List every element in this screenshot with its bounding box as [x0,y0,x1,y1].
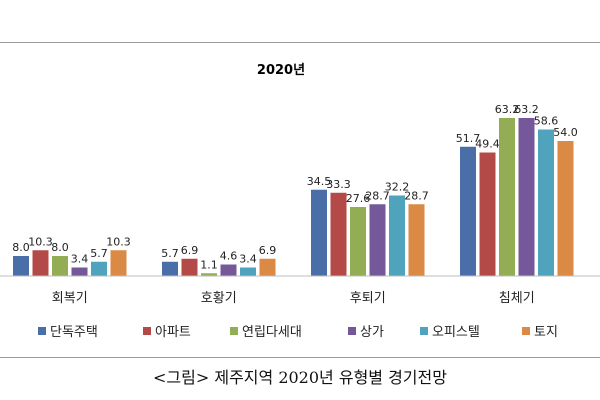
value-label-2-5: 28.7 [404,189,429,202]
bar-0-2 [52,256,68,276]
value-label-0-2: 8.0 [51,241,69,254]
category-label-3: 침체기 [499,291,535,306]
value-label-0-3: 3.4 [71,253,89,266]
value-label-1-1: 6.9 [181,244,199,257]
bar-1-1 [181,258,198,276]
bar-0-4 [91,261,107,276]
value-label-0-5: 10.3 [106,235,131,248]
bar-3-1 [479,152,496,276]
legend-swatch-5 [522,327,530,335]
value-label-2-0: 34.5 [307,175,332,188]
legend-label-4: 오피스텔 [432,325,480,340]
value-label-3-2: 63.2 [495,103,520,116]
bar-0-5 [110,250,127,276]
legend-swatch-3 [348,327,356,335]
legend-swatch-0 [38,327,46,335]
bar-1-0 [162,261,178,276]
value-label-0-1: 10.3 [28,235,53,248]
value-label-2-1: 33.3 [326,178,351,191]
bar-3-4 [538,129,554,276]
legend-label-1: 아파트 [155,325,191,340]
top-rule [0,42,600,43]
category-labels-group: 회복기 호황기 후퇴기 침체기 [52,291,535,306]
value-label-0-0: 8.0 [12,241,30,254]
bar-2-4 [389,195,405,276]
value-label-1-3: 4.6 [220,250,238,263]
category-label-2: 후퇴기 [350,291,386,306]
category-label-0: 회복기 [52,291,88,306]
value-label-3-3: 63.2 [514,103,539,116]
value-label-0-4: 5.7 [90,247,108,260]
bottom-rule [0,357,600,358]
legend-label-3: 상가 [360,325,384,340]
bar-chart: 2020년 8.010.38.03.4 5.710.35.7 6.91.14.6 3.… [0,63,600,340]
bar-1-2 [201,273,217,276]
bar-3-3 [518,118,535,276]
bar-3-2 [499,118,515,276]
legend: 단독주택 아파트 연립다세대 상가 오피스텔 토지 [38,325,558,340]
figure-caption: <그림> 제주지역 2020년 유형별 경기전망 [153,368,447,387]
bar-1-3 [220,264,237,276]
value-label-1-5: 6.9 [259,244,277,257]
bar-2-1 [330,192,347,276]
legend-label-0: 단독주택 [50,325,98,340]
chart-title: 2020년 [257,63,305,78]
value-label-2-4: 32.2 [385,181,410,194]
value-label-1-0: 5.7 [161,247,179,260]
bar-1-5 [259,258,276,276]
value-label-3-0: 51.7 [456,132,481,145]
value-label-1-2: 1.1 [200,258,218,271]
bar-3-0 [460,146,476,276]
bar-0-1 [32,250,49,276]
value-labels-group: 8.010.38.03.4 5.710.35.7 6.91.14.6 3.46.934… [12,103,578,271]
bar-2-5 [408,204,425,276]
category-label-1: 호황기 [201,291,237,306]
legend-label-5: 토지 [534,325,558,340]
value-label-3-5: 54.0 [553,126,578,139]
bar-0-0 [13,256,29,276]
bar-3-5 [557,141,574,276]
value-label-2-2: 27.6 [346,192,371,205]
legend-swatch-4 [420,327,428,335]
value-label-2-3: 28.7 [365,189,390,202]
bars-group [13,118,574,276]
value-label-3-1: 49.4 [475,138,500,151]
legend-swatch-2 [230,327,238,335]
value-label-3-4: 58.6 [534,115,559,128]
bar-2-0 [311,189,327,276]
legend-swatch-1 [143,327,151,335]
legend-label-2: 연립다세대 [242,325,302,340]
bar-2-3 [369,204,386,276]
bar-2-2 [350,207,366,276]
value-label-1-4: 3.4 [239,253,257,266]
bar-0-3 [71,267,88,276]
bar-1-4 [240,267,256,276]
